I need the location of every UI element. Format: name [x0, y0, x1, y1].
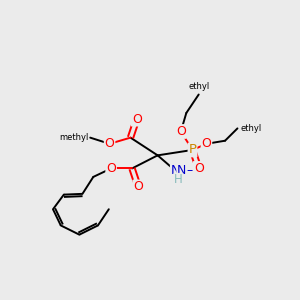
Text: O: O [105, 137, 115, 150]
Text: H: H [174, 173, 183, 187]
Text: O: O [132, 113, 142, 126]
Text: O: O [133, 180, 143, 194]
Text: N: N [171, 164, 180, 177]
Text: O: O [176, 125, 186, 138]
Text: O: O [106, 162, 116, 175]
Text: –H: –H [186, 164, 202, 177]
Text: ethyl: ethyl [188, 82, 209, 91]
Text: methyl: methyl [59, 133, 89, 142]
Text: ethyl: ethyl [241, 124, 262, 133]
Text: O: O [202, 137, 212, 150]
Text: NH: NH [177, 164, 196, 177]
Text: P: P [188, 143, 196, 157]
Text: O: O [194, 162, 204, 175]
